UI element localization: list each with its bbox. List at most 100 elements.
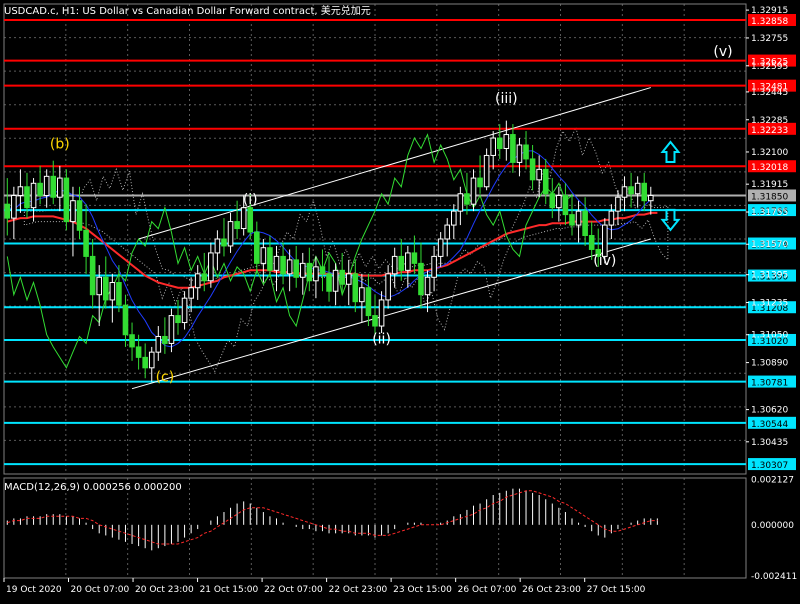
direction-arrows xyxy=(660,140,681,232)
candle-body xyxy=(444,224,451,240)
arrow-up-icon xyxy=(660,140,681,163)
candle xyxy=(24,172,30,219)
candle-body xyxy=(588,235,595,250)
macd-tick-label: -0.002411 xyxy=(751,572,797,582)
candle xyxy=(247,193,254,239)
candle xyxy=(549,178,556,219)
time-axis: 19 Oct 2020 20 Oct 07:00 20 Oct 23:00 21 Oc… xyxy=(3,578,646,595)
candle xyxy=(280,242,286,285)
wave-label: (c) xyxy=(156,370,175,386)
candle-body xyxy=(549,193,556,209)
candle-body xyxy=(575,210,582,226)
channel-lower xyxy=(131,238,651,390)
candle-body xyxy=(280,255,286,275)
candle-body xyxy=(319,266,326,275)
ichimoku-cloud xyxy=(23,126,669,373)
candle-body xyxy=(496,137,503,149)
candle xyxy=(398,239,405,281)
candle xyxy=(523,131,529,170)
price-tick-label: 1.32595 xyxy=(751,62,788,72)
candle xyxy=(529,145,536,191)
time-tick-label: 23 Oct 15:00 xyxy=(393,585,452,595)
candle-body xyxy=(63,177,70,223)
candle xyxy=(602,218,608,264)
candle-body xyxy=(647,194,654,202)
support-level-tag xyxy=(748,458,796,471)
candle xyxy=(483,148,490,191)
macd-tick-label: 0.002127 xyxy=(751,476,794,486)
support-level-tag xyxy=(748,375,796,388)
candle xyxy=(621,176,628,212)
candle xyxy=(181,291,188,330)
candle-body xyxy=(470,177,477,205)
candle xyxy=(608,204,615,239)
candle xyxy=(43,169,50,208)
candle xyxy=(142,343,148,379)
candle-body xyxy=(339,269,345,285)
support-level-label: 1.30544 xyxy=(751,420,788,430)
candle xyxy=(148,346,155,382)
candle xyxy=(273,245,280,292)
candle-body xyxy=(240,207,247,230)
candle-body xyxy=(142,356,148,369)
candle-body xyxy=(155,335,162,353)
candle xyxy=(556,186,562,222)
candle xyxy=(431,245,437,292)
candle-body xyxy=(273,255,280,271)
candle-body xyxy=(582,210,588,237)
candle xyxy=(359,273,365,323)
candle xyxy=(102,256,109,309)
kijun-line xyxy=(7,150,652,348)
candle xyxy=(588,221,595,260)
price-tick-label: 1.30435 xyxy=(751,438,788,448)
candle xyxy=(194,265,201,300)
candle xyxy=(365,273,372,327)
candle xyxy=(122,294,129,347)
candle-body xyxy=(431,255,437,278)
candle-body xyxy=(359,287,365,303)
support-level-tag xyxy=(748,237,796,250)
candle-body xyxy=(641,182,648,202)
price-tick-label: 1.32100 xyxy=(751,148,788,158)
candle xyxy=(339,252,345,295)
time-tick-label: 20 Oct 23:00 xyxy=(135,585,194,595)
candle xyxy=(227,212,234,253)
candle xyxy=(221,218,227,257)
candle xyxy=(293,245,300,288)
support-level-label: 1.31390 xyxy=(751,273,788,283)
price-tick-label: 1.30620 xyxy=(751,406,788,416)
candle xyxy=(634,176,641,208)
candle-body xyxy=(411,252,418,264)
candle-body xyxy=(418,262,424,296)
indicator-lines xyxy=(6,133,658,369)
candle xyxy=(175,299,181,335)
candle-body xyxy=(437,238,444,257)
candle xyxy=(595,228,602,267)
support-level-label: 1.31020 xyxy=(751,337,788,347)
macd-pane: 0.002127 0.000000 -0.002411 xyxy=(6,476,797,582)
candle xyxy=(188,277,194,313)
candle-body xyxy=(464,193,470,205)
wave-label: (i) xyxy=(243,192,258,208)
candle-body xyxy=(503,134,510,149)
resistance-level-label: 1.32481 xyxy=(751,83,788,93)
candle-body xyxy=(181,297,188,324)
candle-body xyxy=(332,269,339,292)
candle-body xyxy=(221,238,227,247)
candle xyxy=(299,252,306,295)
wave-label: (iii) xyxy=(495,91,518,107)
candle xyxy=(450,204,457,239)
resistance-level-tag xyxy=(748,54,796,67)
candle-body xyxy=(208,252,214,282)
candle-body xyxy=(214,238,221,254)
resistance-level-tag xyxy=(748,122,796,135)
candle-body xyxy=(83,229,89,257)
candle xyxy=(254,221,260,274)
candle-body xyxy=(162,335,168,344)
candle xyxy=(313,256,319,299)
candle xyxy=(83,204,89,274)
candle-body xyxy=(306,262,313,282)
candle xyxy=(260,239,267,283)
candle xyxy=(510,124,516,173)
